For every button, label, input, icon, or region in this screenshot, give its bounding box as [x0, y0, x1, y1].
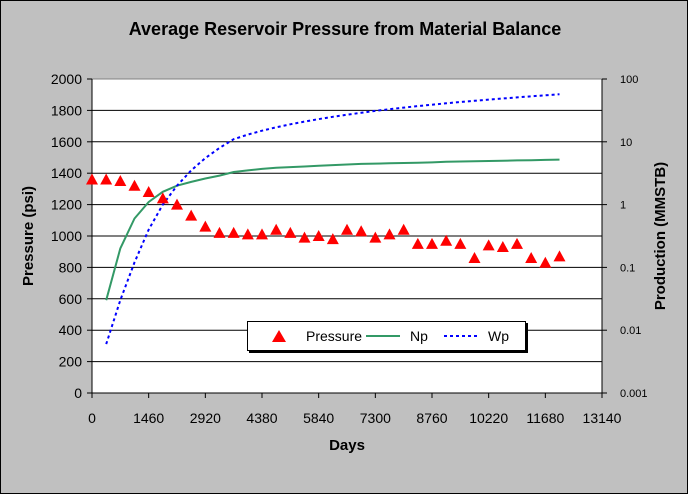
y-tick-label: 600 [59, 291, 83, 307]
series-pressure [86, 173, 566, 268]
solid-line-icon [366, 328, 400, 344]
y-tick-label: 1600 [51, 134, 82, 150]
pressure-point [383, 228, 396, 240]
pressure-point [553, 250, 566, 262]
pressure-point [426, 237, 438, 249]
pressure-point [156, 192, 169, 204]
x-tick-label: 5840 [303, 410, 334, 426]
y-tick-label: 400 [59, 322, 83, 338]
y2-tick-label: 0.01 [620, 325, 641, 337]
y2-tick-label: 0.001 [620, 388, 648, 400]
pressure-point [128, 179, 141, 191]
series-np [105, 158, 560, 301]
y-tick-label: 2000 [51, 71, 82, 87]
y-tick-label: 0 [74, 385, 82, 401]
x-axis-ticks: 0 1460 2920 4380 5840 7300 8760 10220 11680 13140 [88, 393, 622, 426]
dotted-line-icon [444, 328, 478, 344]
pressure-point [312, 230, 325, 241]
pressure-point [341, 223, 353, 235]
x-tick-label: 11680 [526, 410, 564, 426]
pressure-point [468, 251, 481, 263]
y-axis-label: Pressure (psi) [20, 186, 37, 286]
pressure-point [199, 220, 212, 232]
y2-axis-label: Production (MMSTB) [652, 162, 669, 310]
pressure-point [511, 237, 523, 249]
x-tick-label: 13140 [583, 410, 622, 426]
y-tick-label: 800 [59, 259, 83, 275]
x-axis-label: Days [329, 437, 365, 454]
pressure-point [86, 173, 98, 185]
triangle-marker-icon [262, 328, 296, 344]
legend-item-wp: Wp [444, 328, 509, 344]
pressure-point [185, 209, 198, 221]
pressure-point [284, 226, 297, 238]
np-line [105, 158, 560, 301]
pressure-point [256, 228, 268, 240]
y-axis-ticks: 0 200 400 600 800 1000 1200 1400 1600 1800 2000 [51, 71, 92, 401]
y-tick-label: 1800 [51, 102, 82, 118]
pressure-point [440, 234, 453, 246]
legend-item-np: Np [366, 328, 428, 344]
pressure-point [525, 251, 538, 263]
x-tick-label: 1460 [133, 410, 164, 426]
y-tick-label: 1200 [51, 197, 82, 213]
pressure-point [369, 231, 382, 243]
y2-tick-label: 1 [620, 200, 626, 212]
y-tick-label: 1400 [51, 165, 82, 181]
pressure-point [213, 226, 226, 238]
pressure-point [114, 175, 127, 187]
x-tick-label: 0 [88, 410, 96, 426]
wp-line [105, 93, 560, 345]
pressure-point [171, 198, 183, 210]
y-tick-label: 200 [59, 354, 83, 370]
pressure-point [100, 173, 113, 185]
legend-label-wp: Wp [488, 328, 509, 344]
pressure-point [454, 237, 467, 249]
pressure-point [482, 239, 495, 251]
y2-tick-label: 100 [620, 74, 638, 86]
legend: Pressure Np Wp [247, 321, 526, 351]
pressure-point [270, 223, 283, 235]
x-tick-label: 7300 [360, 410, 391, 426]
legend-item-pressure: Pressure [262, 328, 362, 344]
chart-title: Average Reservoir Pressure from Material… [128, 19, 562, 39]
x-tick-label: 4380 [246, 410, 277, 426]
series-wp [105, 93, 560, 345]
y2-tick-label: 10 [620, 137, 632, 149]
legend-label-np: Np [410, 328, 428, 344]
y-tick-label: 1000 [51, 228, 82, 244]
y2-axis-ticks: 0.001 0.01 0.1 1 10 100 [602, 74, 648, 400]
pressure-point [142, 186, 155, 198]
pressure-point [496, 240, 509, 252]
pressure-point [298, 231, 311, 243]
pressure-point [355, 225, 368, 237]
pressure-point [227, 226, 240, 238]
x-tick-label: 10220 [469, 410, 508, 426]
pressure-point [241, 228, 254, 240]
pressure-point [397, 223, 410, 235]
x-tick-label: 2920 [190, 410, 221, 426]
pressure-point [411, 237, 424, 249]
y2-tick-label: 0.1 [620, 262, 635, 274]
x-tick-label: 8760 [416, 410, 447, 426]
pressure-point [539, 256, 552, 268]
legend-label-pressure: Pressure [306, 328, 363, 344]
pressure-point [326, 233, 339, 245]
